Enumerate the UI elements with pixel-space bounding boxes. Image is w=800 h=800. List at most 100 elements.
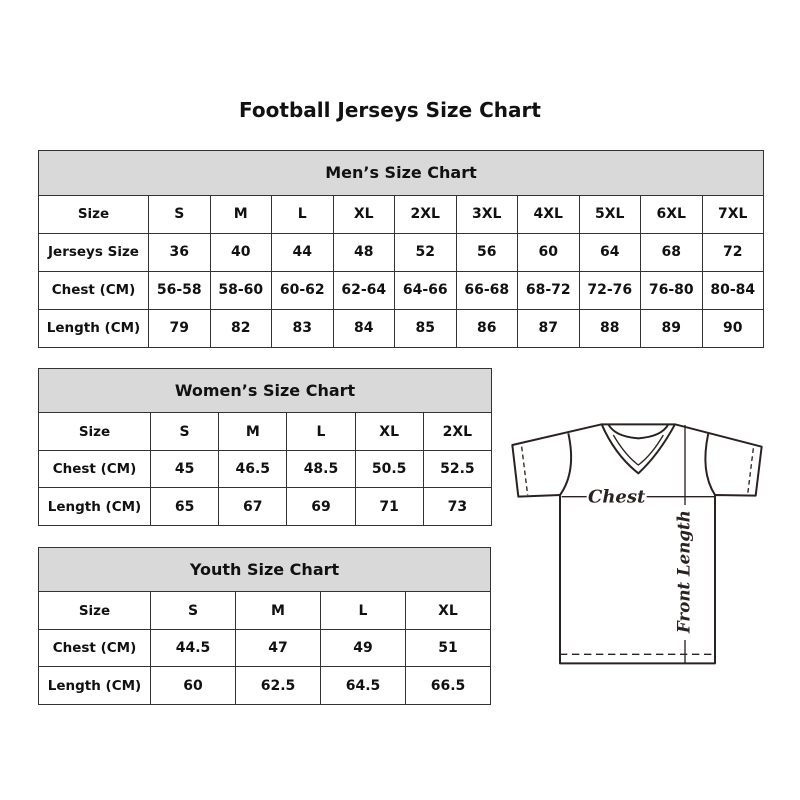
table-cell: 84 bbox=[332, 308, 395, 349]
table-cell: L bbox=[320, 591, 406, 630]
table-cell: 47 bbox=[235, 628, 321, 668]
table-cell: 90 bbox=[701, 308, 764, 349]
table-cell: S bbox=[148, 194, 211, 234]
table-cell: 72-76 bbox=[578, 270, 641, 310]
table-cell: 62.5 bbox=[235, 666, 321, 705]
table-cell: 87 bbox=[517, 308, 580, 349]
table-cell: 80-84 bbox=[701, 270, 764, 310]
table-cell: 7XL bbox=[701, 194, 764, 234]
table-cell: 82 bbox=[209, 308, 272, 349]
table-cell: 66-68 bbox=[455, 270, 518, 310]
table-cell: S bbox=[150, 591, 236, 630]
table-row: Size S M L XL 2XL bbox=[38, 412, 493, 451]
table-cell: 72 bbox=[701, 232, 764, 272]
table-cell: 40 bbox=[209, 232, 272, 272]
youth-size-table: Youth Size Chart Size S M L XL Chest (CM) 44.5 4… bbox=[38, 546, 491, 705]
row-label: Size bbox=[38, 591, 151, 630]
table-cell: 51 bbox=[405, 628, 491, 668]
row-label: Size bbox=[38, 412, 151, 451]
table-cell: 73 bbox=[422, 487, 493, 526]
jersey-collar bbox=[600, 423, 676, 475]
youth-chart-heading: Youth Size Chart bbox=[38, 546, 491, 593]
table-cell: 56-58 bbox=[148, 270, 211, 310]
table-cell: 58-60 bbox=[209, 270, 272, 310]
table-row: Length (CM) 65 67 69 71 73 bbox=[38, 487, 493, 526]
table-cell: 66.5 bbox=[405, 666, 491, 705]
row-label: Length (CM) bbox=[38, 308, 149, 349]
table-cell: 44 bbox=[271, 232, 334, 272]
table-cell: 48 bbox=[332, 232, 395, 272]
table-cell: 60-62 bbox=[271, 270, 334, 310]
table-cell: 46.5 bbox=[218, 449, 288, 489]
table-cell: 89 bbox=[640, 308, 703, 349]
chest-label: Chest bbox=[588, 486, 646, 507]
table-cell: 49 bbox=[320, 628, 406, 668]
table-cell: 85 bbox=[394, 308, 457, 349]
table-cell: 69 bbox=[286, 487, 356, 526]
table-cell: XL bbox=[405, 591, 491, 630]
table-cell: 5XL bbox=[578, 194, 641, 234]
table-row: Chest (CM) 45 46.5 48.5 50.5 52.5 bbox=[38, 449, 493, 489]
jersey-outline bbox=[511, 423, 763, 665]
table-row: Size S M L XL bbox=[38, 591, 491, 630]
table-cell: 64.5 bbox=[320, 666, 406, 705]
table-cell: 68 bbox=[640, 232, 703, 272]
table-cell: XL bbox=[332, 194, 395, 234]
table-cell: 65 bbox=[149, 487, 220, 526]
table-cell: 50.5 bbox=[354, 449, 424, 489]
table-cell: 64 bbox=[578, 232, 641, 272]
table-cell: L bbox=[271, 194, 334, 234]
table-cell: 44.5 bbox=[150, 628, 236, 668]
table-cell: 45 bbox=[149, 449, 220, 489]
women-chart-heading: Women’s Size Chart bbox=[38, 367, 492, 414]
table-cell: M bbox=[235, 591, 321, 630]
row-label: Chest (CM) bbox=[38, 270, 149, 310]
left-sleeve-seam bbox=[559, 433, 573, 496]
table-cell: 36 bbox=[148, 232, 211, 272]
table-cell: 48.5 bbox=[286, 449, 356, 489]
table-cell: M bbox=[209, 194, 272, 234]
table-cell: 68-72 bbox=[517, 270, 580, 310]
table-cell: M bbox=[218, 412, 288, 451]
table-cell: L bbox=[286, 412, 356, 451]
table-cell: 67 bbox=[218, 487, 288, 526]
table-row: Jerseys Size 36 40 44 48 52 56 60 64 68 72 bbox=[38, 232, 764, 272]
table-cell: 3XL bbox=[455, 194, 518, 234]
table-cell: 52 bbox=[394, 232, 457, 272]
table-row: Chest (CM) 44.5 47 49 51 bbox=[38, 628, 491, 668]
row-label: Jerseys Size bbox=[38, 232, 149, 272]
men-chart-heading: Men’s Size Chart bbox=[38, 150, 764, 196]
row-label: Size bbox=[38, 194, 149, 234]
right-sleeve-seam bbox=[704, 433, 716, 496]
table-row: Length (CM) 60 62.5 64.5 66.5 bbox=[38, 666, 491, 705]
front-length-label: Front Length bbox=[673, 510, 693, 634]
table-cell: 79 bbox=[148, 308, 211, 349]
table-cell: 2XL bbox=[394, 194, 457, 234]
table-cell: 60 bbox=[150, 666, 236, 705]
table-cell: 56 bbox=[455, 232, 518, 272]
table-cell: 64-66 bbox=[394, 270, 457, 310]
row-label: Chest (CM) bbox=[38, 449, 151, 489]
table-row: Length (CM) 79 82 83 84 85 86 87 88 89 90 bbox=[38, 308, 764, 349]
table-cell: 2XL bbox=[422, 412, 493, 451]
table-cell: 52.5 bbox=[422, 449, 493, 489]
table-cell: 86 bbox=[455, 308, 518, 349]
row-label: Length (CM) bbox=[38, 487, 151, 526]
table-cell: 4XL bbox=[517, 194, 580, 234]
table-cell: S bbox=[149, 412, 220, 451]
table-cell: XL bbox=[354, 412, 424, 451]
table-cell: 62-64 bbox=[332, 270, 395, 310]
table-cell: 88 bbox=[578, 308, 641, 349]
table-cell: 71 bbox=[354, 487, 424, 526]
table-cell: 6XL bbox=[640, 194, 703, 234]
row-label: Length (CM) bbox=[38, 666, 151, 705]
page-title: Football Jerseys Size Chart bbox=[239, 98, 541, 122]
table-row: Size S M L XL 2XL 3XL 4XL 5XL 6XL 7XL bbox=[38, 194, 764, 234]
table-cell: 76-80 bbox=[640, 270, 703, 310]
row-label: Chest (CM) bbox=[38, 628, 151, 668]
table-row: Chest (CM) 56-58 58-60 60-62 62-64 64-66 66-68… bbox=[38, 270, 764, 310]
womens-size-table: Women’s Size Chart Size S M L XL 2XL Chest (CM)… bbox=[38, 367, 493, 526]
table-cell: 83 bbox=[271, 308, 334, 349]
mens-size-table: Men’s Size Chart Size S M L XL 2XL 3XL 4XL 5XL 6XL… bbox=[38, 150, 764, 349]
table-cell: 60 bbox=[517, 232, 580, 272]
